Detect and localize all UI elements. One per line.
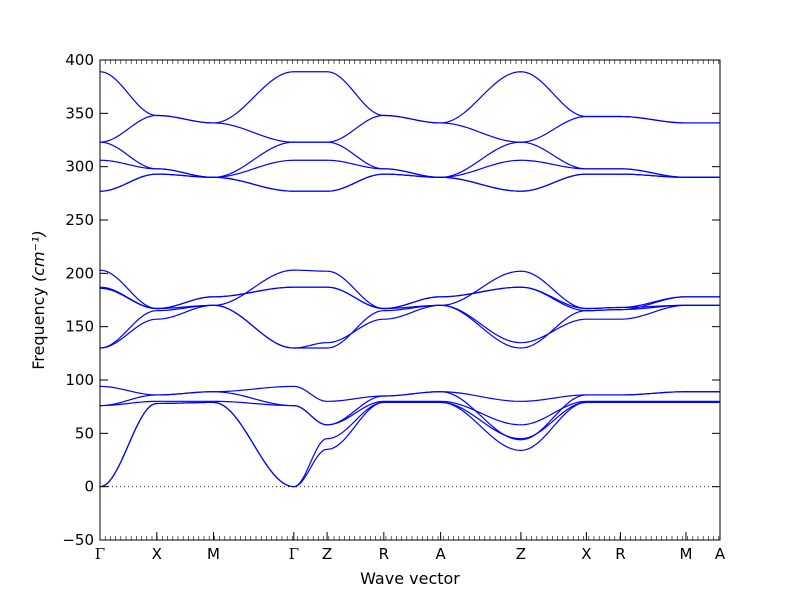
y-tick-label: 0	[84, 478, 94, 496]
y-axis-unit: (cm⁻¹)	[29, 230, 48, 282]
k-point-label: Z	[322, 545, 332, 563]
k-point-label: Γ	[95, 545, 105, 563]
y-tick-label: 300	[65, 158, 94, 176]
y-tick-label: 100	[65, 371, 94, 389]
y-tick-label: 50	[75, 424, 94, 442]
k-point-label: M	[207, 545, 220, 563]
k-point-label: A	[435, 545, 446, 563]
dispersion-branch-6	[99, 304, 720, 349]
k-point-label: Z	[516, 545, 526, 563]
dispersion-branch-10	[99, 269, 720, 310]
dispersion-branch-5	[99, 385, 720, 402]
k-point-label: M	[679, 545, 692, 563]
k-point-label: Γ	[289, 545, 299, 563]
dispersion-branch-3	[99, 400, 720, 426]
k-point-label: R	[379, 545, 389, 563]
k-point-label: X	[581, 545, 591, 563]
dispersion-branch-1	[99, 401, 720, 488]
y-tick-label: −50	[62, 531, 94, 549]
k-point-label: X	[152, 545, 162, 563]
dispersion-branch-2	[99, 401, 720, 488]
x-axis-title: Wave vector	[360, 569, 460, 588]
y-tick-label: 400	[65, 51, 94, 69]
dispersion-branch-15	[99, 114, 720, 143]
y-tick-label: 200	[65, 264, 94, 282]
dispersion-branch-7	[99, 304, 720, 349]
y-axis-title: Frequency (cm⁻¹)	[29, 230, 48, 369]
y-tick-label: 350	[65, 104, 94, 122]
dispersion-branch-12	[99, 173, 720, 192]
y-tick-label: 150	[65, 318, 94, 336]
k-point-label: A	[715, 545, 726, 563]
dispersion-branch-16	[99, 71, 720, 124]
k-point-label: R	[615, 545, 625, 563]
dispersion-branch-9	[99, 286, 720, 310]
plot-frame	[99, 59, 721, 541]
dispersion-branch-4	[99, 391, 720, 441]
dispersion-branch-14	[99, 141, 720, 178]
y-axis-title-text: Frequency	[29, 287, 48, 370]
y-tick-label: 250	[65, 211, 94, 229]
